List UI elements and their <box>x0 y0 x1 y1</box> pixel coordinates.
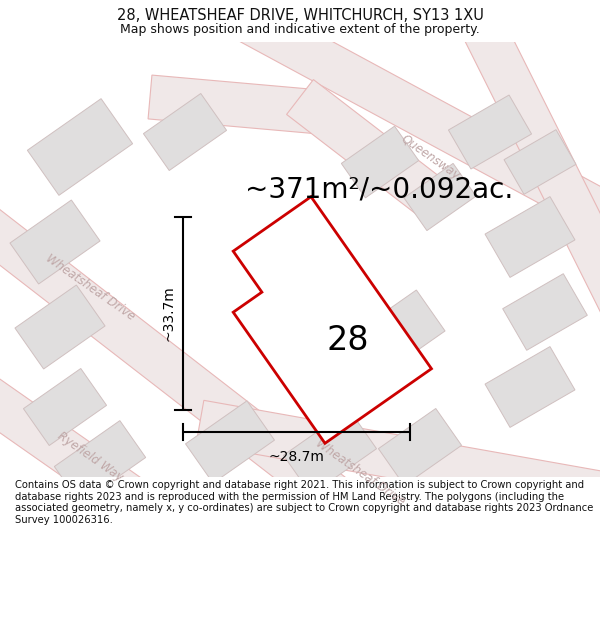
Text: Wheatsheaf Drive: Wheatsheaf Drive <box>43 251 137 322</box>
Polygon shape <box>239 2 600 241</box>
Polygon shape <box>379 409 461 486</box>
Text: Map shows position and indicative extent of the property.: Map shows position and indicative extent… <box>120 22 480 36</box>
Polygon shape <box>55 421 146 503</box>
Polygon shape <box>259 265 361 359</box>
Polygon shape <box>448 95 532 169</box>
Polygon shape <box>283 409 377 494</box>
Polygon shape <box>196 401 600 524</box>
Polygon shape <box>28 99 133 196</box>
Text: Wheatsheaf Drive: Wheatsheaf Drive <box>313 436 407 508</box>
Polygon shape <box>504 129 576 194</box>
Polygon shape <box>341 126 419 198</box>
Polygon shape <box>143 94 227 171</box>
Polygon shape <box>355 290 445 374</box>
Polygon shape <box>148 75 322 134</box>
Text: ~33.7m: ~33.7m <box>162 286 176 341</box>
Text: 28, WHEATSHEAF DRIVE, WHITCHURCH, SY13 1XU: 28, WHEATSHEAF DRIVE, WHITCHURCH, SY13 1… <box>116 8 484 23</box>
Polygon shape <box>15 285 105 369</box>
Polygon shape <box>503 274 587 350</box>
Polygon shape <box>485 347 575 428</box>
Polygon shape <box>185 401 274 483</box>
Text: Queensway: Queensway <box>398 132 462 182</box>
Polygon shape <box>287 79 443 214</box>
Text: Contains OS data © Crown copyright and database right 2021. This information is : Contains OS data © Crown copyright and d… <box>15 480 593 525</box>
Polygon shape <box>0 204 394 549</box>
Text: Ryefield Way: Ryefield Way <box>55 429 125 484</box>
Text: ~371m²/~0.092ac.: ~371m²/~0.092ac. <box>245 176 513 204</box>
Polygon shape <box>460 12 600 372</box>
Polygon shape <box>485 197 575 278</box>
Polygon shape <box>10 200 100 284</box>
Text: ~28.7m: ~28.7m <box>269 450 325 464</box>
Polygon shape <box>233 197 431 443</box>
Polygon shape <box>23 369 107 446</box>
Text: 28: 28 <box>327 324 369 356</box>
Polygon shape <box>0 374 193 550</box>
Polygon shape <box>404 163 476 231</box>
